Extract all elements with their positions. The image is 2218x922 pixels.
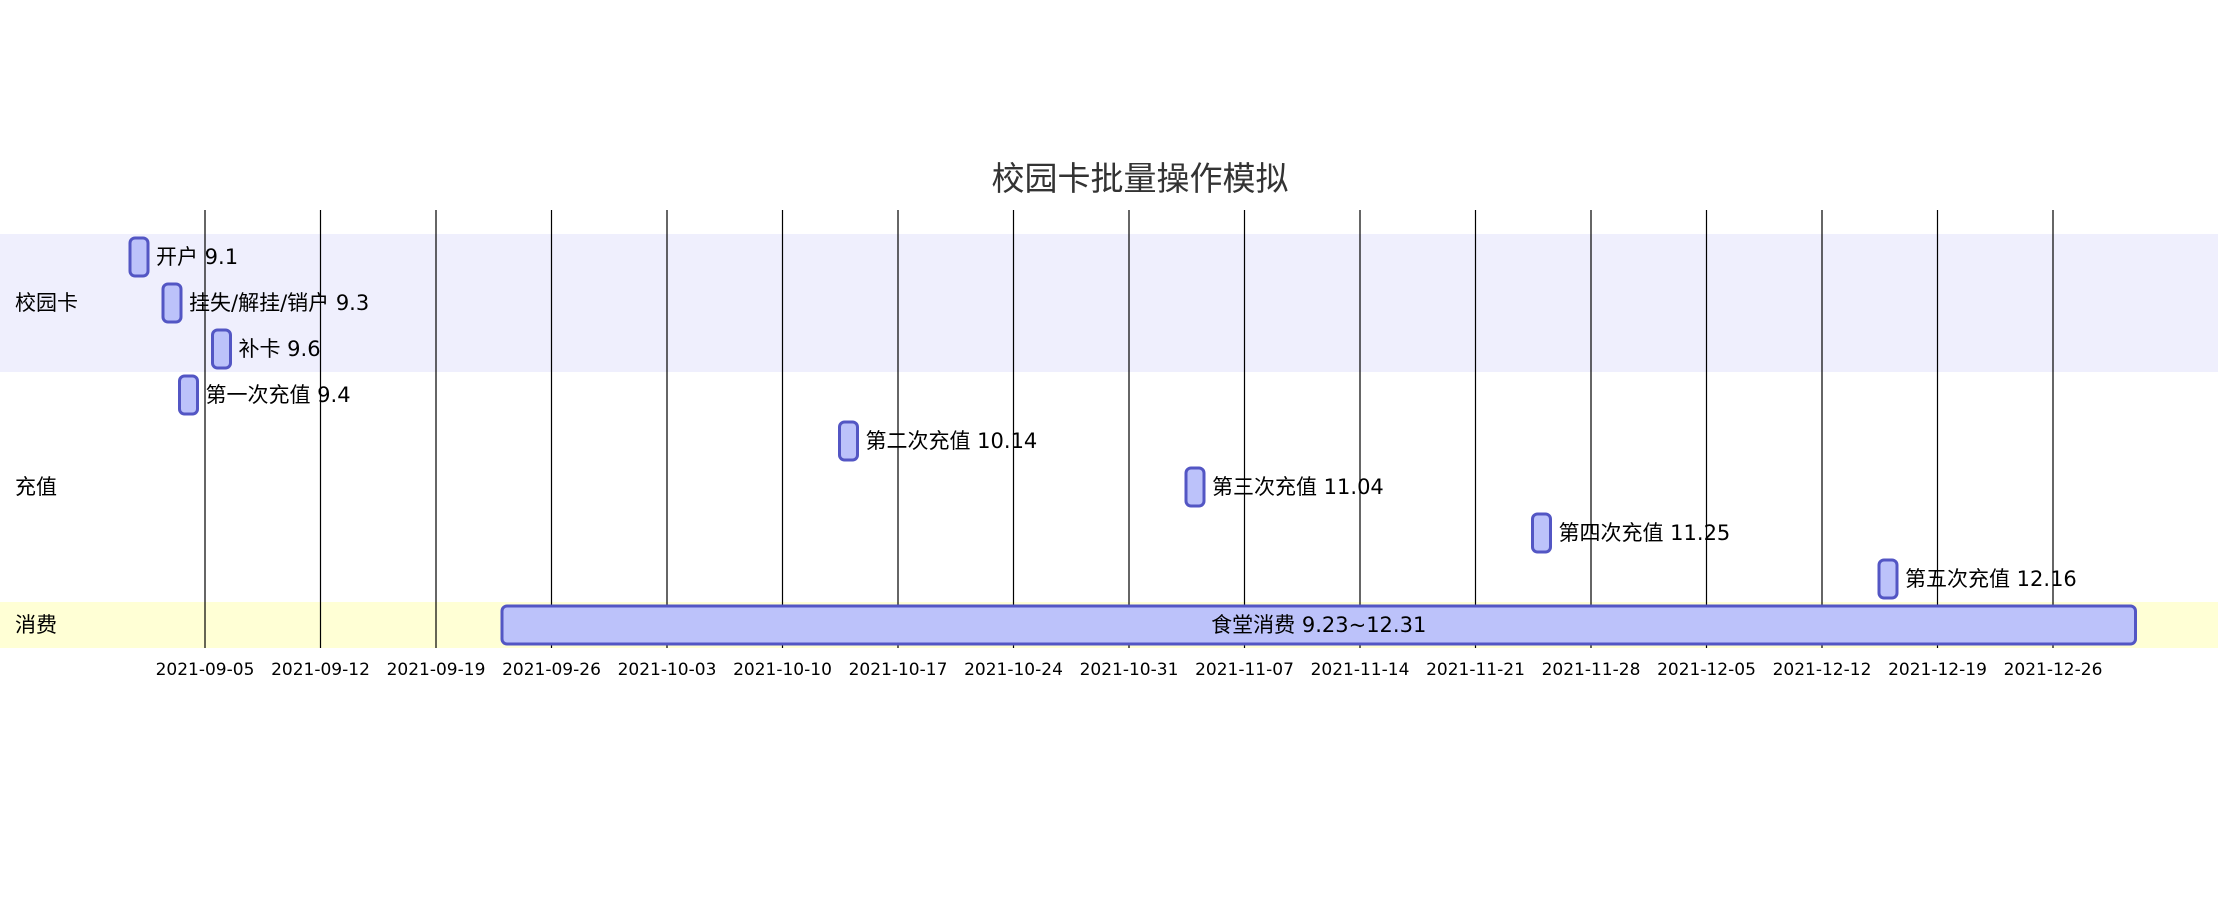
x-tick-label: 2021-10-03 xyxy=(618,660,717,680)
x-tick-label: 2021-11-07 xyxy=(1195,660,1294,680)
x-tick-label: 2021-12-19 xyxy=(1888,660,1987,680)
section-band xyxy=(0,372,2218,602)
task-label: 第三次充值 11.04 xyxy=(1212,475,1384,499)
x-tick-label: 2021-10-17 xyxy=(849,660,948,680)
x-tick-label: 2021-09-26 xyxy=(502,660,601,680)
chart-title: 校园卡批量操作模拟 xyxy=(992,159,1289,198)
task-label: 食堂消费 9.23~12.31 xyxy=(1211,613,1426,637)
task-label: 第二次充值 10.14 xyxy=(866,429,1038,453)
task-label: 第一次充值 9.4 xyxy=(206,383,351,407)
task-label: 第五次充值 12.16 xyxy=(1905,567,2077,591)
x-tick-label: 2021-09-05 xyxy=(156,660,255,680)
x-tick-label: 2021-10-31 xyxy=(1080,660,1179,680)
task-label: 挂失/解挂/销户 9.3 xyxy=(189,291,369,315)
x-tick-label: 2021-09-19 xyxy=(387,660,486,680)
task-bar xyxy=(161,282,183,324)
grid-lines xyxy=(204,210,2054,648)
section-label: 校园卡 xyxy=(15,291,78,315)
x-tick-label: 2021-12-05 xyxy=(1657,660,1756,680)
task-label: 第四次充值 11.25 xyxy=(1559,521,1731,545)
task-bar xyxy=(500,604,2137,646)
task-bar xyxy=(211,328,232,370)
task-bar xyxy=(128,236,150,278)
x-tick-label: 2021-12-26 xyxy=(2004,660,2103,680)
x-axis-ticks: 2021-09-05 2021-09-12 2021-09-19 2021-09-26… xyxy=(156,660,2103,680)
section-band xyxy=(0,234,2218,372)
tasks: 开户 9.1 挂失/解挂/销户 9.3 补卡 9.6 第一次充值 9.4 第二次充值 1… xyxy=(128,236,2137,646)
x-tick-label: 2021-11-14 xyxy=(1311,660,1410,680)
task-bar xyxy=(178,374,199,416)
task-bar xyxy=(838,420,859,462)
x-tick-label: 2021-09-12 xyxy=(271,660,370,680)
section-label: 充值 xyxy=(15,475,57,499)
x-tick-label: 2021-12-12 xyxy=(1773,660,1872,680)
task-bar xyxy=(1184,466,1206,508)
x-tick-label: 2021-10-24 xyxy=(964,660,1063,680)
x-tick-label: 2021-11-28 xyxy=(1542,660,1641,680)
section-bands xyxy=(0,234,2218,648)
section-label: 消费 xyxy=(15,613,57,637)
task-label: 补卡 9.6 xyxy=(239,337,321,361)
x-tick-label: 2021-11-21 xyxy=(1426,660,1525,680)
x-tick-label: 2021-10-10 xyxy=(733,660,832,680)
task-bar xyxy=(1531,512,1552,554)
task-label: 开户 9.1 xyxy=(156,245,238,269)
task-bar xyxy=(1877,558,1899,600)
